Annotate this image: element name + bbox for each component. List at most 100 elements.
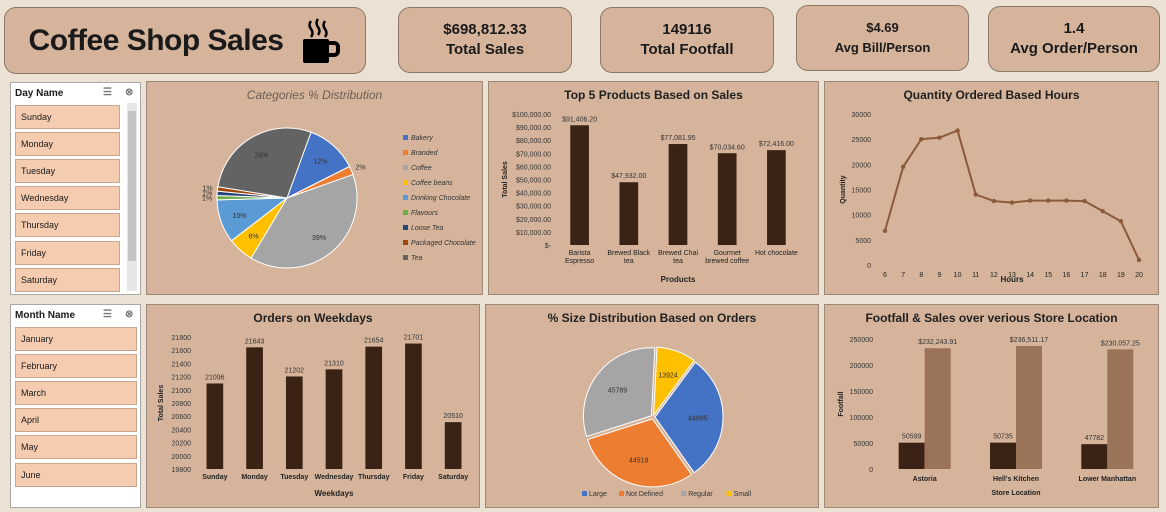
data-label: 44518 <box>629 458 649 465</box>
y-axis-label: Quantity <box>840 175 847 203</box>
y-tick-label: 50000 <box>854 441 874 448</box>
x-tick-label: Wednesday <box>315 474 354 481</box>
legend-swatch <box>403 135 408 140</box>
legend-swatch <box>403 255 408 260</box>
data-label: $232,243.91 <box>918 339 957 346</box>
y-tick-label: $50,000.00 <box>516 178 551 185</box>
top5-chart-panel[interactable]: Top 5 Products Based on Sales $- $10,000.… <box>488 81 819 295</box>
x-tick-label: Brewed Black <box>607 250 650 257</box>
hours-chart-panel[interactable]: Quantity Ordered Based Hours 0 5000 10000 1… <box>824 81 1159 295</box>
categories-chart-panel[interactable]: Categories % Distribution 12% 2% 39% 6% 10% 1… <box>146 81 483 295</box>
x-tick-label: Barista <box>569 250 591 257</box>
legend-swatch <box>582 491 587 496</box>
chart-title: Top 5 Products Based on Sales <box>564 88 743 102</box>
slicer-item-friday[interactable]: Friday <box>15 241 120 265</box>
data-point <box>1009 200 1015 205</box>
slicer-item-sunday[interactable]: Sunday <box>15 105 120 129</box>
legend-label: Drinking Chocolate <box>411 195 470 202</box>
x-tick-label: Espresso <box>565 258 594 265</box>
bar <box>924 348 951 469</box>
x-tick-label: brewed coffee <box>705 258 749 265</box>
x-tick-label: 14 <box>1026 272 1034 279</box>
y-tick-label: 21600 <box>172 348 192 355</box>
data-label: 39% <box>312 235 326 242</box>
clear-filter-icon[interactable]: ⊗ <box>125 87 134 98</box>
x-tick-label: 9 <box>937 272 941 279</box>
legend-label: Loose Tea <box>411 225 444 232</box>
bar <box>767 150 786 245</box>
pie-slice <box>250 173 358 269</box>
y-tick-label: 21200 <box>172 375 192 382</box>
y-tick-label: 200000 <box>850 363 873 370</box>
clear-filter-icon[interactable]: ⊗ <box>125 309 134 320</box>
legend-label: Tea <box>411 255 423 262</box>
kpi-value: 149116 <box>662 21 712 38</box>
sizes-chart-panel[interactable]: % Size Distribution Based on Orders 1392… <box>485 304 819 508</box>
data-label: $77,081.95 <box>660 135 695 142</box>
data-label: 1% <box>203 186 213 193</box>
data-label: 44885 <box>688 416 708 423</box>
slicer-item-may[interactable]: May <box>15 435 137 459</box>
data-point <box>1118 219 1124 224</box>
pie-slice <box>586 418 693 488</box>
slicer-item-march[interactable]: March <box>15 381 137 405</box>
data-point <box>1046 198 1051 203</box>
legend-swatch <box>726 491 732 496</box>
x-tick-label: Friday <box>403 474 424 481</box>
slicer-item-january[interactable]: January <box>15 327 137 351</box>
data-label: 10% <box>232 213 246 220</box>
data-label: 21701 <box>404 335 424 342</box>
slicer-item-april[interactable]: April <box>15 408 137 432</box>
legend-swatch <box>619 491 624 496</box>
scroll-thumb[interactable] <box>128 111 136 261</box>
legend-swatch <box>403 225 408 230</box>
legend-swatch <box>403 165 408 170</box>
y-tick-label: $90,000.00 <box>516 125 551 132</box>
slicer-item-tuesday[interactable]: Tuesday <box>15 159 120 183</box>
slicer-item-saturday[interactable]: Saturday <box>15 268 120 292</box>
x-axis-label: Hours <box>1000 275 1024 284</box>
legend-swatch <box>403 210 408 215</box>
data-label: 1% <box>202 196 212 203</box>
x-tick-label: 11 <box>972 272 979 279</box>
coffee-cup-icon <box>303 17 341 63</box>
legend-label: Coffee beans <box>411 180 453 187</box>
x-tick-label: 15 <box>1044 272 1052 279</box>
slicer-item-february[interactable]: February <box>15 354 137 378</box>
pie-slice <box>582 347 656 438</box>
x-tick-label: Brewed Chai <box>658 250 699 257</box>
slicer-item-monday[interactable]: Monday <box>15 132 120 156</box>
y-tick-label: $100,000.00 <box>512 112 551 119</box>
month-name-slicer[interactable]: Month Name ☰ ⊗ January February March Ap… <box>10 304 141 508</box>
multi-select-icon[interactable]: ☰ <box>103 309 112 320</box>
y-tick-label: 15000 <box>852 188 872 195</box>
data-label: 28% <box>255 153 269 160</box>
stores-chart-panel[interactable]: Footfall & Sales over verious Store Loca… <box>824 304 1159 508</box>
slicer-scrollbar[interactable] <box>127 103 137 291</box>
data-label: $47,932.00 <box>611 173 646 180</box>
kpi-value: $698,812.33 <box>443 21 527 38</box>
kpi-label: Total Footfall <box>640 41 734 58</box>
chart-title: Footfall & Sales over verious Store Loca… <box>865 311 1118 325</box>
data-label: 1% <box>202 191 212 198</box>
slicer-item-june[interactable]: June <box>15 463 137 487</box>
x-tick-label: 13 <box>1008 272 1016 279</box>
y-tick-label: 0 <box>867 263 871 270</box>
chart-title: Quantity Ordered Based Hours <box>903 88 1080 102</box>
y-tick-label: $30,000.00 <box>516 204 551 211</box>
x-tick-label: Astoria <box>913 476 937 483</box>
sizes-pie-chart: 13924 44885 44518 45789 Large Not Defined Regu… <box>582 346 752 498</box>
x-tick-label: 19 <box>1117 272 1125 279</box>
kpi-label: Total Sales <box>445 41 525 58</box>
x-tick-label: tea <box>624 258 634 265</box>
multi-select-icon[interactable]: ☰ <box>103 87 112 98</box>
slicer-header: Day Name ☰ ⊗ <box>11 83 140 103</box>
y-tick-label: 10000 <box>852 213 872 220</box>
top5-bar-chart: $- $10,000.00 $20,000.00 $30,000.00 $40,000.… <box>502 112 798 284</box>
slicer-item-wednesday[interactable]: Wednesday <box>15 186 120 210</box>
weekdays-chart-panel[interactable]: Orders on Weekdays 19800 20000 20200 20400 2… <box>146 304 480 508</box>
day-name-slicer[interactable]: Day Name ☰ ⊗ Sunday Monday Tuesday Wedne… <box>10 82 141 295</box>
slicer-item-thursday[interactable]: Thursday <box>15 213 120 237</box>
data-label: $91,406.20 <box>562 116 597 123</box>
y-tick-label: 21400 <box>172 361 192 368</box>
